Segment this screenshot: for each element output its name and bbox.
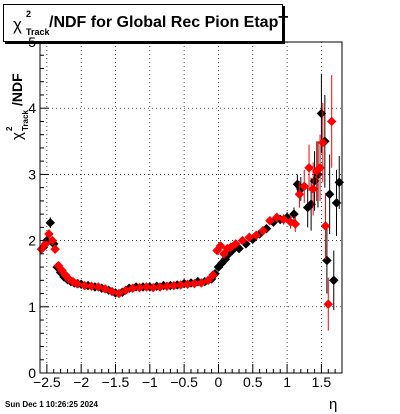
x-tick-label: 0 — [215, 374, 223, 390]
y-axis-title-sub: Track — [21, 110, 30, 131]
data-point — [107, 286, 117, 297]
data-point — [304, 162, 314, 173]
data-point — [237, 235, 248, 246]
x-tick-label: 1 — [283, 374, 291, 390]
data-point — [328, 275, 339, 286]
data-point — [326, 116, 337, 127]
y-axis-title-sup: 2 — [5, 126, 14, 131]
data-point — [40, 239, 51, 249]
data-point — [278, 214, 289, 225]
data-point — [299, 181, 310, 192]
x-tick-label: −2 — [73, 374, 89, 390]
data-point — [93, 282, 104, 292]
data-point — [47, 235, 58, 246]
data-series — [36, 73, 345, 331]
title-superscript: 2 — [26, 9, 32, 19]
y-tick-label: 0 — [28, 365, 36, 381]
data-point — [251, 230, 262, 241]
data-point — [258, 225, 268, 236]
data-point — [320, 221, 331, 231]
footer-timestamp: Sun Dec 1 10:26:25 2024 — [5, 400, 98, 409]
data-point — [114, 288, 124, 299]
data-point — [100, 284, 111, 294]
y-axis-label: χ2 Track/NDF — [5, 73, 30, 140]
data-point — [265, 215, 275, 226]
y-axis-title-ndf: /NDF — [9, 73, 25, 106]
x-tick-label: −1 — [142, 374, 158, 390]
x-tick-label: 1.5 — [312, 374, 332, 390]
x-tick-label: 0.5 — [243, 374, 263, 390]
data-point — [290, 219, 301, 229]
data-point — [203, 275, 214, 286]
chart-title: /NDF for Global Rec Pion EtapT — [49, 14, 289, 31]
data-point — [289, 209, 299, 219]
axes: −2.5 −2 −1.5 −1 −0.5 0 0.5 1 1.5 0 1 2 3 4 5 — [28, 34, 343, 390]
data-point — [230, 239, 241, 249]
data-point — [86, 281, 97, 292]
data-point — [45, 217, 56, 228]
y-tick-label: 2 — [28, 233, 36, 249]
data-point — [215, 241, 226, 251]
data-point — [44, 229, 54, 239]
y-tick-label: 1 — [28, 299, 36, 315]
plot-frame — [39, 41, 343, 374]
x-tick-label: −1.5 — [102, 374, 130, 390]
data-point — [324, 189, 335, 200]
series-red — [36, 75, 337, 331]
chart-title-box: χ 2 Track /NDF for Global Rec Pion EtapT — [3, 4, 288, 42]
data-point — [141, 282, 152, 292]
data-point — [322, 255, 332, 266]
title-subscript: Track — [26, 27, 50, 37]
grid-lines — [40, 41, 342, 374]
y-tick-label: 4 — [28, 100, 36, 116]
data-point — [208, 270, 218, 280]
y-axis-title: χ2 Track/NDF — [5, 73, 30, 140]
data-point — [50, 244, 60, 255]
data-point — [271, 212, 282, 223]
title-chi-symbol: χ — [13, 15, 22, 34]
y-axis-title-chi: χ — [9, 132, 26, 140]
data-point — [196, 278, 207, 288]
data-point — [323, 299, 334, 310]
x-tick-label: −0.5 — [170, 374, 198, 390]
x-axis-label: η — [329, 396, 338, 413]
x-tick-label: −2.5 — [33, 374, 61, 390]
data-point — [72, 278, 82, 289]
data-point — [79, 280, 90, 291]
y-tick-label: 5 — [28, 34, 36, 50]
data-point — [294, 189, 305, 200]
y-tick-label: 3 — [28, 166, 36, 182]
data-point — [317, 137, 328, 148]
